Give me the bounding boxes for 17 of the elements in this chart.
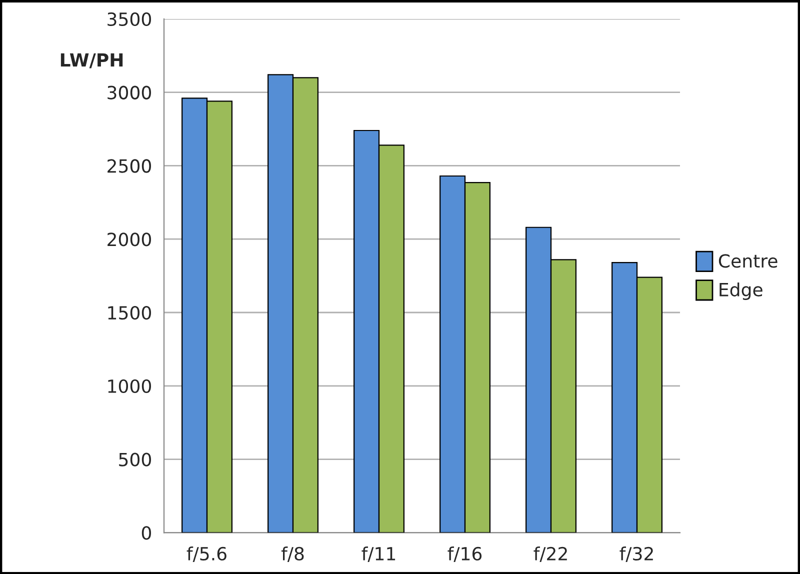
x-tick-label: f/32 [620,546,653,562]
x-tick-label: f/8 [281,546,304,562]
y-tick-label: 500 [119,452,151,466]
legend-label: Edge [720,282,762,300]
x-tick-label: f/22 [534,546,567,562]
y-tick-label: 2500 [108,159,151,173]
y-tick-label: 0 [142,526,151,540]
y-tick-label: 1000 [108,379,151,394]
y-tick-label: 2000 [108,232,151,246]
y-tick-label: 3500 [108,12,151,26]
y-tick-label: 3000 [108,86,151,100]
y-tick-label: 1500 [108,306,151,320]
x-tick-label: f/11 [362,546,396,562]
y-axis-title: LW/PH [60,53,123,68]
legend-label: Centre [718,254,778,268]
x-tick-label: f/16 [448,546,482,562]
x-tick-label: f/5.6 [186,546,226,562]
